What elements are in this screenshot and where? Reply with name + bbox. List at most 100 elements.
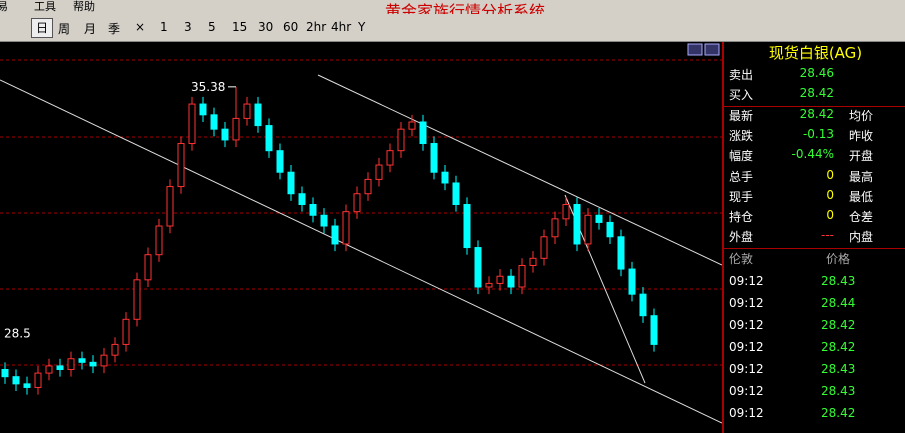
- trend-line: [0, 79, 722, 424]
- quote-label: 总手: [729, 169, 754, 184]
- trade-row: 09:12 28.43: [729, 274, 904, 294]
- toolbar-button[interactable]: ×: [135, 20, 146, 34]
- candle-body: [342, 211, 350, 245]
- trade-price: 28.43: [821, 362, 856, 376]
- quote-value: 28.42: [799, 86, 834, 101]
- candle-body: [12, 376, 20, 385]
- toolbar-button[interactable]: 5: [208, 20, 216, 34]
- candle-body: [584, 214, 592, 245]
- trade-price: 28.42: [821, 318, 856, 332]
- quote-label: 昨收: [849, 128, 874, 143]
- quote-row: 涨跌 -0.13 昨收: [729, 127, 904, 147]
- trade-time: 09:12: [729, 274, 764, 288]
- quote-label: 外盘: [729, 230, 754, 245]
- toolbar-button[interactable]: 周: [58, 22, 71, 36]
- trade-row: 09:12 28.43: [729, 362, 904, 382]
- toolbar-button[interactable]: 30: [258, 20, 274, 34]
- column-header: 伦敦: [729, 252, 754, 266]
- quote-label: 最高: [849, 169, 874, 184]
- candle-body: [606, 221, 614, 238]
- toolbar-button[interactable]: 月: [84, 22, 97, 36]
- toolbar-button[interactable]: Y: [358, 20, 366, 34]
- quote-row: 总手 0 最高: [729, 168, 904, 188]
- quote-label: 买入: [729, 88, 754, 103]
- candle-body: [353, 193, 361, 213]
- candle-body: [309, 203, 317, 216]
- toolbar-button[interactable]: 15: [232, 20, 248, 34]
- candle-body: [100, 354, 108, 367]
- app-title: 黄金家族行情分析系统: [385, 2, 546, 14]
- candle-body: [430, 143, 438, 173]
- quote-value: 28.42: [799, 106, 834, 121]
- quote-value: 0: [826, 208, 834, 223]
- quote-label: 均价: [849, 108, 874, 123]
- candle-body: [320, 214, 328, 227]
- candle-body: [122, 318, 130, 345]
- candle-body: [518, 264, 526, 288]
- quote-label: 幅度: [729, 149, 754, 164]
- toolbar-button[interactable]: 60: [283, 20, 299, 34]
- candle-body: [496, 275, 504, 284]
- candle-body: [507, 275, 515, 288]
- candle-body: [573, 203, 581, 245]
- separator: [724, 106, 905, 108]
- candle-body: [56, 365, 64, 371]
- candle-body: [331, 225, 339, 245]
- toolbar-button[interactable]: 2hr: [306, 20, 327, 34]
- toolbar-icon: [704, 43, 720, 56]
- menu-item[interactable]: 帮助: [73, 0, 95, 13]
- quote-row: 现手 0 最低: [729, 188, 904, 208]
- trade-time: 09:12: [729, 362, 764, 376]
- quote-value: 0: [826, 167, 834, 182]
- trade-time: 09:12: [729, 318, 764, 332]
- candle-body: [188, 103, 196, 145]
- trade-row: 09:12 28.42: [729, 406, 904, 426]
- candle-body: [386, 150, 394, 166]
- toolbar-button[interactable]: 4hr: [331, 20, 352, 34]
- candle-body: [254, 103, 262, 127]
- candle-body: [650, 315, 658, 345]
- quote-label: 内盘: [849, 230, 874, 245]
- candle-body: [474, 247, 482, 288]
- candle-body: [529, 257, 537, 266]
- quote-value: -0.13: [802, 126, 834, 141]
- trade-price: 28.42: [821, 340, 856, 354]
- toolbar-button[interactable]: 1: [160, 20, 168, 34]
- candle-body: [617, 236, 625, 270]
- quote-label: 仓差: [849, 210, 874, 225]
- quote-label: 涨跌: [729, 128, 754, 143]
- quote-value: 0: [826, 187, 834, 202]
- menu-item[interactable]: 交易: [0, 0, 8, 13]
- candle-body: [595, 214, 603, 223]
- quote-row: 幅度 -0.44% 开盘: [729, 147, 904, 167]
- quote-row: 买入 28.42: [729, 86, 904, 106]
- trades-header: 伦敦 价格: [729, 250, 904, 270]
- toolbar-button[interactable]: 日: [31, 18, 54, 38]
- candle-body: [34, 372, 42, 388]
- toolbar-button[interactable]: 季: [108, 22, 121, 36]
- candle-body: [45, 365, 53, 374]
- trade-time: 09:12: [729, 340, 764, 354]
- toolbar-button[interactable]: 3: [184, 20, 192, 34]
- menu-item[interactable]: 工具: [34, 0, 56, 13]
- quote-row: 卖出 28.46: [729, 66, 904, 86]
- separator: [724, 248, 905, 250]
- candle-body: [463, 203, 471, 249]
- candle-body: [89, 361, 97, 367]
- quote-label: 持仓: [729, 210, 754, 225]
- trade-row: 09:12 28.43: [729, 384, 904, 404]
- candle-body: [551, 218, 559, 238]
- candle-body: [232, 117, 240, 141]
- trade-time: 09:12: [729, 296, 764, 310]
- trade-row: 09:12 28.42: [729, 318, 904, 338]
- trade-time: 09:12: [729, 384, 764, 398]
- quote-value: 28.46: [799, 66, 834, 80]
- candle-body: [111, 343, 119, 356]
- candle-body: [177, 143, 185, 188]
- candle-body: [485, 282, 493, 288]
- candle-body: [221, 128, 229, 141]
- quote-panel: 现货白银(AG) 卖出 28.46 买入 28.42 最新 28.42 均价 涨跌 -0.13 昨…: [722, 42, 905, 433]
- candle-body: [166, 186, 174, 227]
- trade-price: 28.42: [821, 406, 856, 420]
- quote-label: 最新: [729, 108, 754, 123]
